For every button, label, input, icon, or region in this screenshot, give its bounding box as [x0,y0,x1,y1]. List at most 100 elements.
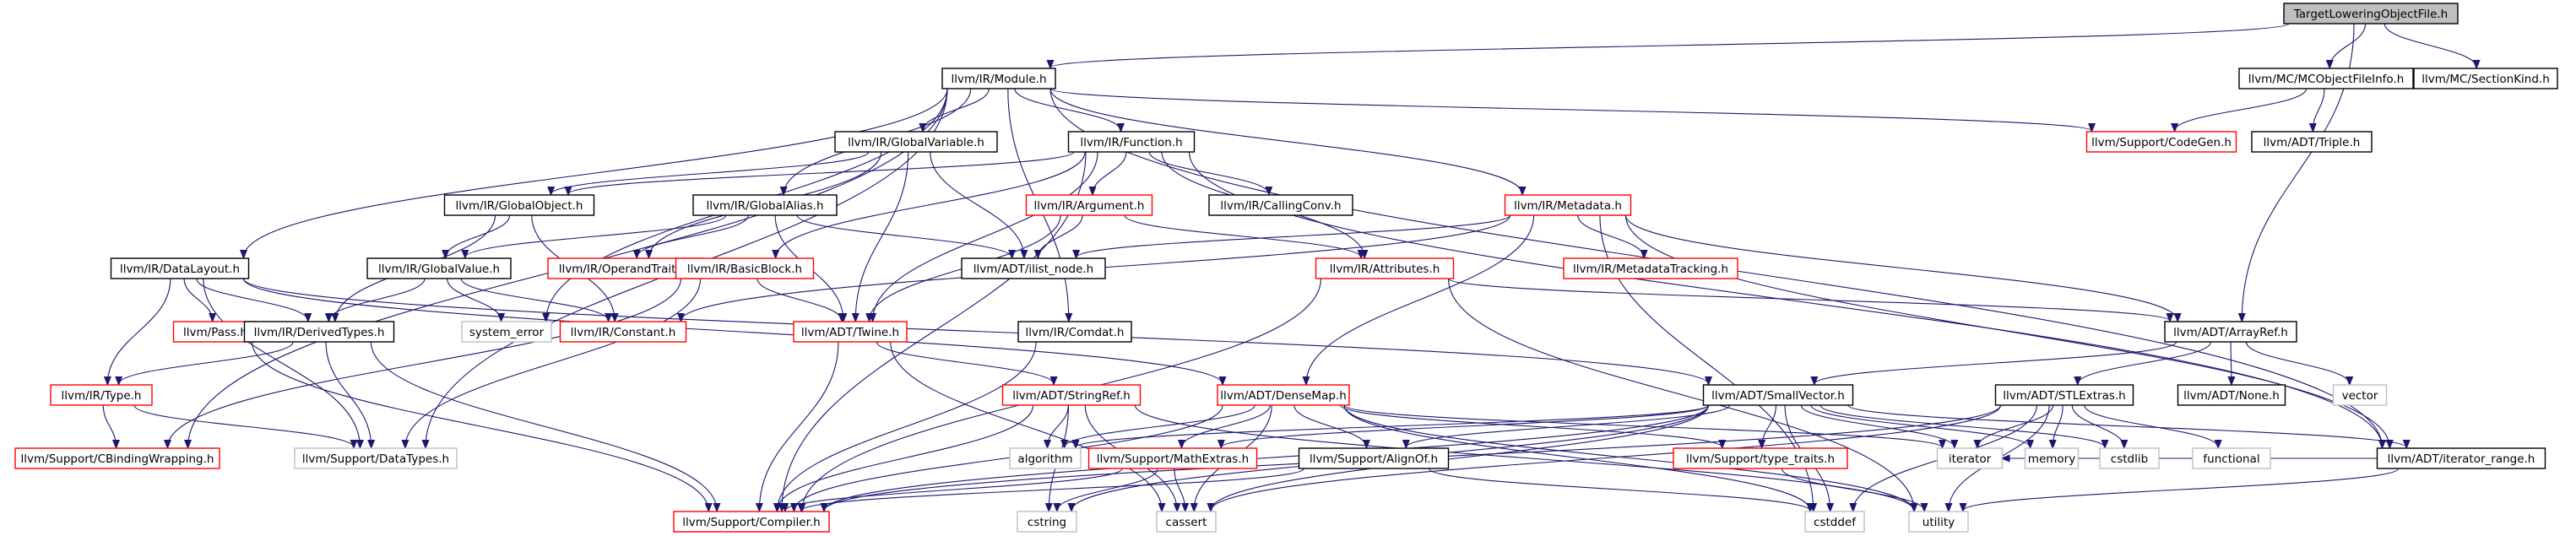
edge-basicblock-to-datatypes [405,278,702,447]
edge-metadata-to-ilistnode [1076,214,1511,257]
edge-smallvector-to-iteratorrange [1847,404,2407,447]
graph-node-compiler[interactable]: llvm/Support/Compiler.h [673,511,830,533]
edge-module-to-function [1014,88,1121,131]
edge-type-to-datatypes [133,404,354,447]
node-label: llvm/MC/MCObjectFileInfo.h [2248,73,2405,86]
edge-module-to-codegen [1049,88,2092,131]
edge-line [1047,404,1069,447]
graph-node-densemap[interactable]: llvm/ADT/DenseMap.h [1217,384,1350,406]
edge-smallvector-to-cassert [1211,404,1710,511]
edge-arrayref-to-stlextras [2078,341,2211,384]
graph-node-globalvar[interactable]: llvm/IR/GlobalVariable.h [834,131,998,153]
node-box [1087,447,1258,469]
edge-line [776,151,1086,257]
node-box [2251,131,2373,153]
graph-node-stlextras[interactable]: llvm/ADT/STLExtras.h [1994,384,2134,406]
graph-node-sectionkind[interactable]: llvm/MC/SectionKind.h [2413,68,2558,89]
graph-node-datalayout[interactable]: llvm/IR/DataLayout.h [110,257,250,279]
edge-line [2084,404,2218,447]
graph-node-root[interactable]: TargetLoweringObjectFile.h [2283,3,2459,24]
edge-line [244,88,948,257]
graph-node-cassert: cassert [1156,511,1217,533]
edge-globalalias-to-operandtraits [637,214,749,257]
graph-node-globalobject[interactable]: llvm/IR/GlobalObject.h [443,194,595,216]
graph-node-smallvector[interactable]: llvm/ADT/SmallVector.h [1702,384,1854,406]
edge-globalvar-to-ilistnode [930,151,1024,257]
graph-node-triple[interactable]: llvm/ADT/Triple.h [2251,131,2373,153]
edge-line [1977,404,2054,447]
edge-globalvalue-to-systemerror [447,278,502,321]
graph-node-metadata[interactable]: llvm/IR/Metadata.h [1504,194,1632,216]
edge-line [328,278,426,321]
node-box [1025,194,1153,216]
node-box [2024,447,2080,469]
graph-node-pass[interactable]: llvm/Pass.h [172,321,258,343]
graph-node-mcobj[interactable]: llvm/MC/MCObjectFileInfo.h [2238,68,2414,89]
node-label: algorithm [1017,452,1072,466]
edge-root-to-mcobj [2329,23,2367,68]
graph-node-typetraits[interactable]: llvm/Support/type_traits.h [1673,447,1848,469]
edge-line [1174,468,1185,511]
graph-node-arrayref[interactable]: llvm/ADT/ArrayRef.h [2164,321,2297,343]
graph-node-ilistnode[interactable]: llvm/ADT/ilist_node.h [961,257,1106,279]
graph-node-vector: vector [2332,384,2388,406]
node-box [2099,447,2160,469]
edge-smallvector-to-alignof [1406,404,1731,447]
edge-line [1847,404,2407,447]
edge-function-to-twine [873,151,1098,321]
graph-node-derivedtypes[interactable]: llvm/IR/DerivedTypes.h [243,321,395,343]
graph-node-mathextras[interactable]: llvm/Support/MathExtras.h [1087,447,1258,469]
graph-node-callingconv[interactable]: llvm/IR/CallingConv.h [1208,194,1353,216]
graph-node-twine[interactable]: llvm/ADT/Twine.h [793,321,908,343]
graph-node-systemerror: system_error [461,321,552,343]
node-box [2192,447,2271,469]
edge-line [1124,214,1361,257]
node-box [1217,384,1350,406]
graph-node-globalvalue[interactable]: llvm/IR/GlobalValue.h [366,257,512,279]
edge-line [2231,341,2232,384]
node-label: llvm/Support/MathExtras.h [1097,452,1249,466]
graph-node-constant[interactable]: llvm/IR/Constant.h [559,321,687,343]
node-label: llvm/ADT/StringRef.h [1012,389,1131,403]
node-box [1208,194,1353,216]
graph-node-comdat[interactable]: llvm/IR/Comdat.h [1017,321,1132,343]
graph-node-function[interactable]: llvm/IR/Function.h [1067,131,1196,153]
graph-node-attributes[interactable]: llvm/IR/Attributes.h [1315,257,1455,279]
edge-typetraits-to-utility [1781,468,1924,511]
graph-node-argument[interactable]: llvm/IR/Argument.h [1025,194,1153,216]
graph-node-iteratorrange[interactable]: llvm/ADT/iterator_range.h [2376,447,2546,469]
graph-node-codegen[interactable]: llvm/Support/CodeGen.h [2085,131,2237,153]
node-label: llvm/IR/Module.h [951,73,1046,86]
node-label: llvm/ADT/Triple.h [2264,136,2361,149]
graph-node-none[interactable]: llvm/ADT/None.h [2177,384,2286,406]
edge-basicblock-to-twine [757,278,842,321]
edge-twine-to-stringref [876,341,1054,384]
graph-node-module[interactable]: llvm/IR/Module.h [941,68,1056,89]
edge-line [1014,88,1121,131]
edge-mcobj-to-codegen [2175,88,2308,131]
node-label: llvm/IR/BasicBlock.h [687,263,802,276]
edge-line [1624,214,2178,321]
graph-node-cstdlib: cstdlib [2099,447,2160,469]
graph-node-cbinding[interactable]: llvm/Support/CBindingWrapping.h [14,447,220,469]
edge-line [107,278,171,384]
edge-module-to-globalvar [923,88,990,131]
graph-node-stringref[interactable]: llvm/ADT/StringRef.h [1001,384,1142,406]
graph-node-alignof[interactable]: llvm/Support/AlignOf.h [1298,447,1450,469]
graph-node-metadatatracking[interactable]: llvm/IR/MetadataTracking.h [1563,257,1738,279]
node-box [1936,447,2004,469]
graph-node-type[interactable]: llvm/IR/Type.h [50,384,153,406]
edge-stlextras-to-cassert [1211,404,2002,511]
node-label: llvm/IR/Comdat.h [1026,326,1125,339]
edge-globalvalue-to-derivedtypes [328,278,426,321]
edge-line [2313,88,2325,131]
graph-node-cstring: cstring [1017,511,1077,533]
edge-attributes-to-utility [1447,278,1915,511]
edge-line [1781,468,1924,511]
node-box [50,384,153,406]
edge-function-to-callingconv [1148,151,1269,194]
node-label: llvm/MC/SectionKind.h [2421,73,2550,86]
nodes: TargetLoweringObjectFile.h llvm/IR/Module… [14,3,2558,533]
graph-node-basicblock[interactable]: llvm/IR/BasicBlock.h [675,257,815,279]
graph-node-globalalias[interactable]: llvm/IR/GlobalAlias.h [692,194,838,216]
